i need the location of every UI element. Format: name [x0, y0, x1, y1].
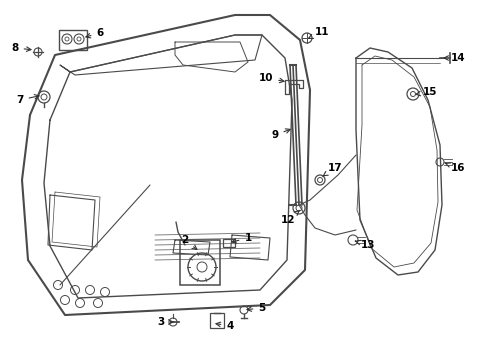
Text: 10: 10	[259, 73, 284, 83]
Bar	[223, 239, 235, 247]
Text: 15: 15	[416, 87, 437, 97]
Bar	[59, 30, 87, 50]
Text: 16: 16	[445, 163, 465, 173]
Text: 3: 3	[157, 317, 173, 327]
Bar	[180, 240, 220, 285]
Text: 8: 8	[11, 43, 31, 53]
Text: 9: 9	[271, 129, 290, 140]
Text: 13: 13	[355, 240, 375, 250]
Bar	[210, 313, 224, 328]
Text: 14: 14	[444, 53, 465, 63]
Text: 11: 11	[309, 27, 329, 39]
Text: 2: 2	[181, 235, 197, 249]
Text: 17: 17	[322, 163, 343, 176]
Text: 5: 5	[247, 303, 266, 313]
Text: 6: 6	[86, 28, 103, 38]
Text: 12: 12	[281, 210, 299, 225]
Text: 7: 7	[16, 95, 39, 105]
Text: 1: 1	[232, 233, 252, 243]
Text: 4: 4	[216, 321, 234, 331]
